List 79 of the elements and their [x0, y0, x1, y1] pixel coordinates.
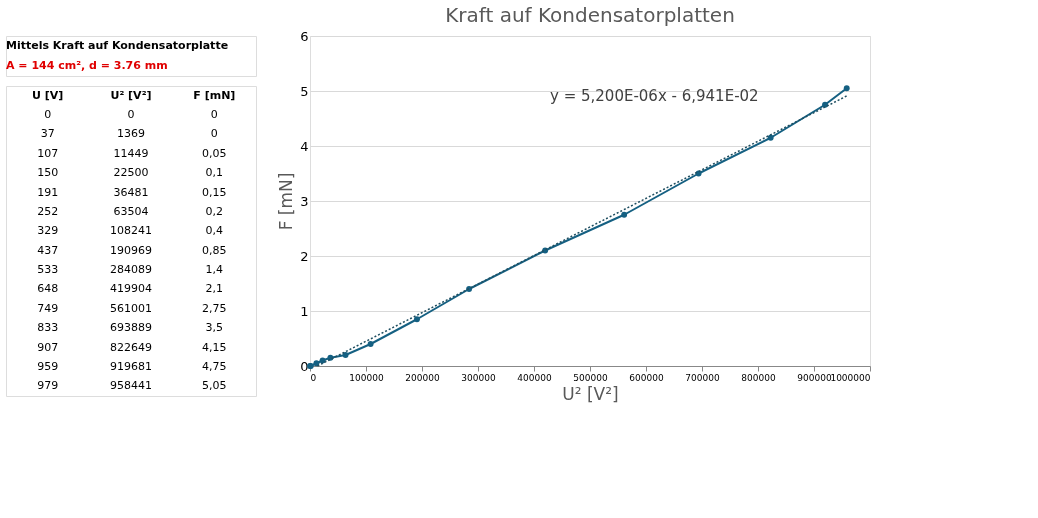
- text: 11449: [113, 146, 149, 160]
- text: 0,4: [205, 224, 224, 238]
- x-tick-label: 900000: [797, 372, 832, 383]
- text: 0: [44, 108, 52, 122]
- point: [767, 134, 774, 141]
- point: [342, 352, 349, 358]
- y-tick-label: 5: [300, 83, 309, 99]
- text: 0,05: [202, 146, 227, 160]
- annotation: y = 5,200E-06x - 6,941E-02: [550, 87, 759, 105]
- text: 5,05: [202, 379, 227, 393]
- text: 63504: [113, 204, 149, 218]
- text: 107: [37, 146, 59, 160]
- text: 0,85: [202, 243, 227, 257]
- text: 959: [37, 359, 59, 373]
- point: [843, 85, 850, 92]
- text: 329: [37, 224, 59, 238]
- text: 108241: [110, 224, 152, 238]
- text: 907: [37, 340, 59, 354]
- x-tick-label: 100000: [349, 372, 384, 383]
- x-tick-label: 800000: [741, 372, 776, 383]
- text: 3,5: [205, 321, 224, 335]
- text: 22500: [113, 166, 149, 180]
- y-axis-title: F [mN]: [276, 172, 297, 231]
- text: 0,15: [202, 185, 227, 199]
- text: 1369: [117, 127, 145, 141]
- y-tick-label: 6: [300, 28, 309, 44]
- text: 958441: [110, 379, 152, 393]
- x-tick-label: 0: [310, 372, 317, 383]
- chart-title: Kraft auf Kondensatorplatten: [445, 3, 735, 27]
- text: 979: [37, 379, 59, 393]
- x-tick-label: 300000: [461, 372, 496, 383]
- text: 419904: [110, 282, 152, 296]
- text: 437: [37, 243, 59, 257]
- text: Mittels Kraft auf Kondensatorplatte: [6, 39, 229, 52]
- text: U² [V²]: [110, 88, 152, 102]
- x-tick-label: 1000000: [830, 372, 871, 383]
- text: 0: [127, 108, 135, 122]
- y-tick-label: 4: [300, 138, 309, 154]
- text: 561001: [110, 301, 152, 315]
- text: F [mN]: [193, 88, 236, 102]
- text: 648: [37, 282, 59, 296]
- text: 749: [37, 301, 59, 315]
- point: [319, 357, 326, 364]
- text: 919681: [110, 359, 152, 373]
- text: 822649: [110, 340, 152, 354]
- point: [413, 316, 420, 323]
- x-tick-label: 700000: [685, 372, 720, 383]
- x-axis-title: U² [V²]: [562, 383, 619, 404]
- text: 2,1: [205, 282, 224, 296]
- text: 191: [37, 185, 59, 199]
- text: 0,2: [205, 204, 224, 218]
- y-tick-label: 2: [300, 248, 309, 264]
- text: 2,75: [202, 301, 227, 315]
- x-tick-label: 400000: [517, 372, 552, 383]
- text: U [V]: [31, 88, 64, 102]
- point: [621, 211, 628, 218]
- text: 150: [37, 166, 59, 180]
- text: 4,75: [202, 359, 227, 373]
- x-tick-label: 200000: [405, 372, 440, 383]
- y-tick-label: 1: [300, 303, 309, 319]
- text: 693889: [110, 321, 152, 335]
- text: 0: [210, 127, 218, 141]
- text: 1,4: [205, 263, 224, 277]
- x-tick-label: 500000: [573, 372, 608, 383]
- y-tick-label: 3: [300, 193, 309, 209]
- text: 284089: [110, 263, 152, 277]
- x-tick-label: 600000: [629, 372, 664, 383]
- text: 533: [37, 263, 59, 277]
- point: [313, 360, 320, 367]
- text: 0: [210, 108, 218, 122]
- text: 36481: [113, 185, 149, 199]
- text: 190969: [110, 243, 152, 257]
- text: A = 144 cm², d = 3.76 mm: [6, 59, 168, 72]
- text: 833: [37, 321, 59, 335]
- text: 4,15: [202, 340, 227, 354]
- text: 0,1: [205, 166, 224, 180]
- text: 37: [40, 127, 55, 141]
- text: 252: [37, 204, 59, 218]
- point: [367, 341, 374, 347]
